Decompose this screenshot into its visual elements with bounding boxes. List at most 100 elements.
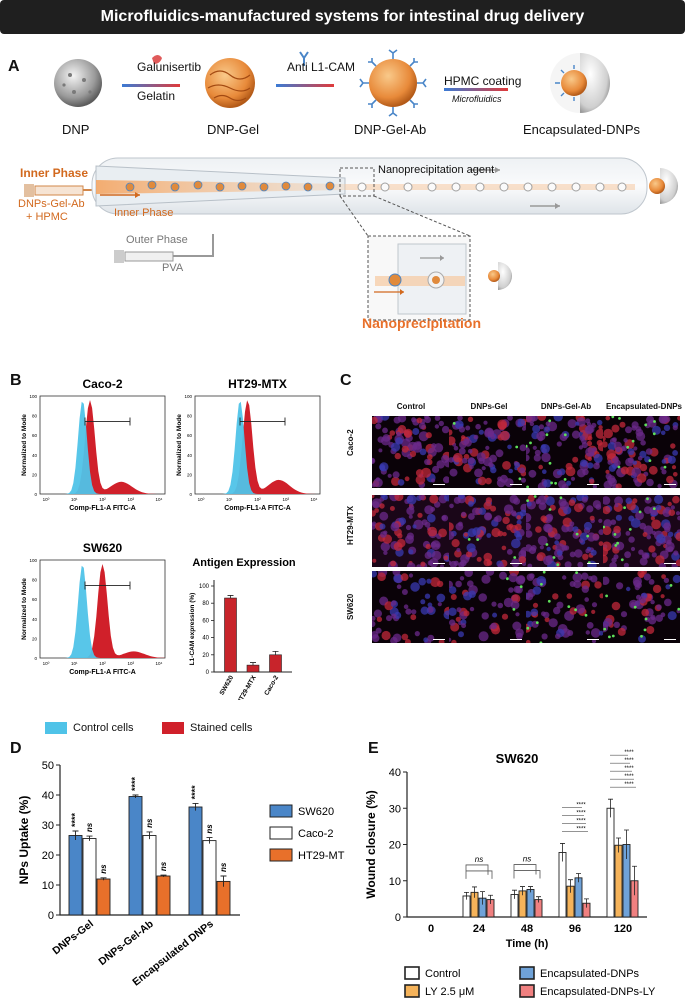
e-legend-label: Control [425, 968, 460, 980]
e-significance: **** [624, 766, 634, 772]
e-error-bar [560, 843, 565, 862]
d-legend-label: HT29-MTX [298, 850, 345, 862]
d-error-bar [86, 835, 93, 841]
e-bracket [465, 864, 493, 879]
e-significance: **** [624, 782, 634, 788]
hist-ytick: 80 [187, 414, 193, 419]
d-category-label: DNPs-Gel [50, 918, 96, 957]
pva-label: PVA [162, 262, 184, 274]
d-bar [128, 796, 143, 916]
inner-phase-mid-label: Inner Phase [114, 207, 174, 219]
e-error-bar [464, 891, 469, 900]
hist-ytick: 100 [29, 558, 37, 563]
legend-control-label: Control cells [73, 722, 134, 734]
legend-stained-label: Stained cells [190, 722, 253, 734]
e-error-bar [536, 896, 541, 903]
hist-ytick: 60 [32, 597, 38, 602]
e-ytick-label: 20 [389, 840, 401, 852]
d-error-bar [206, 837, 213, 844]
micrograph-cell [522, 412, 607, 491]
e-significance: **** [624, 774, 634, 780]
panel-b-label: B [10, 372, 22, 389]
d-legend-label: Caco-2 [298, 828, 333, 840]
galunisertib-label: Galunisertib [137, 60, 202, 74]
hist-ytick: 40 [32, 453, 38, 458]
dnp-gel-label: DNP-Gel [207, 122, 260, 137]
e-bar [574, 877, 583, 918]
hist-title: SW620 [83, 541, 123, 555]
antigen-ytick-label: 20 [202, 653, 209, 659]
micrograph-cell [600, 414, 682, 491]
antigen-category-label: SW620 [219, 674, 236, 696]
gelatin-label: Gelatin [137, 89, 176, 103]
hist-ytick: 80 [32, 578, 38, 583]
antigen-bar [224, 597, 237, 673]
e-category-label: 48 [521, 923, 533, 935]
d-significance: ns [85, 822, 94, 832]
micrograph-cell [522, 570, 605, 645]
gate-marker [84, 417, 131, 426]
e-category-label: 96 [569, 923, 581, 935]
dnps-gel-ab-hpmc-line2: + HPMC [26, 211, 68, 223]
hist-xtick: 10⁴ [311, 497, 318, 502]
antigen-bar [246, 664, 260, 673]
hist-ytick: 0 [189, 492, 192, 497]
e-category-label: 120 [614, 923, 632, 935]
e-error-bar [528, 886, 533, 893]
hist-xtick: 10⁰ [43, 497, 50, 502]
dnp-sphere-icon [54, 59, 102, 107]
encapsulated-label: Encapsulated-DNPs [523, 122, 641, 137]
e-legend-label: Encapsulated-DNPs [540, 968, 640, 980]
e-bar [614, 844, 623, 918]
d-bar [156, 875, 171, 916]
antigen-category-label: Caco-2 [263, 674, 280, 697]
d-ytick-label: 50 [42, 760, 54, 772]
dnps-gel-ab-hpmc-line1: DNPs-Gel-Ab [18, 198, 85, 210]
antibody-icon [299, 51, 309, 66]
e-error-bar [512, 889, 517, 899]
micrograph-cell [522, 493, 605, 571]
e-ytick-label: 0 [395, 912, 401, 924]
antigen-bar [269, 654, 282, 673]
antigen-ytick-label: 100 [199, 584, 210, 590]
arrow-3 [444, 88, 508, 91]
hist-xtick: 10¹ [71, 497, 78, 502]
e-error-bar [488, 894, 493, 904]
encapsulated-dnp-icon [550, 53, 610, 113]
nanoprecipitation-label: Nanoprecipitation [362, 315, 482, 331]
antigen-error-bar [250, 662, 256, 666]
hist-xtick: 10⁰ [43, 661, 50, 666]
panel-d-label: D [10, 740, 22, 757]
legend-stained: Stained cells [162, 722, 252, 734]
d-significance: **** [70, 812, 80, 827]
hist-ytick: 0 [34, 656, 37, 661]
hist-xtick: 10² [99, 661, 106, 666]
d-error-bar [132, 794, 139, 798]
e-error-bar [576, 873, 581, 883]
e-significance: **** [576, 802, 586, 808]
gate-marker [239, 417, 286, 426]
d-bar [68, 835, 83, 916]
e-bar [558, 852, 567, 918]
dnp-gel-sphere-icon [205, 58, 255, 108]
flow-histograms: Caco-2 0 20 40 60 80 100 10⁰ 10¹ 10² 10³ 10⁴ Comp-FL… [21, 377, 321, 700]
d-bar [188, 806, 203, 916]
e-significance: **** [576, 810, 586, 816]
panel-e-label: E [368, 740, 379, 757]
hist-ytick: 20 [32, 472, 38, 477]
d-significance: ns [205, 824, 214, 834]
col-header-encapsulated: Encapsulated-DNPs [605, 402, 683, 411]
e-error-bar [624, 829, 629, 859]
arrow-1 [122, 84, 180, 87]
hist-xtick: 10³ [127, 661, 134, 666]
e-ylabel: Wound closure (%) [364, 790, 378, 898]
e-bar [606, 807, 615, 918]
micrograph-cell [598, 494, 685, 571]
banner-title: Microfluidics-manufactured systems for i… [0, 0, 685, 34]
nanoprecipitation-agent-label: Nanoprecipitation agent [378, 164, 495, 176]
row-header-ht29: HT29-MTX [346, 505, 355, 545]
hist-title: HT29-MTX [228, 377, 287, 391]
d-ytick-label: 0 [48, 910, 54, 922]
d-error-bar [192, 802, 199, 811]
wound-closure-chart: SW620 0 10 20 30 40 Wound closure (%) Time (h) 0… [364, 750, 656, 998]
